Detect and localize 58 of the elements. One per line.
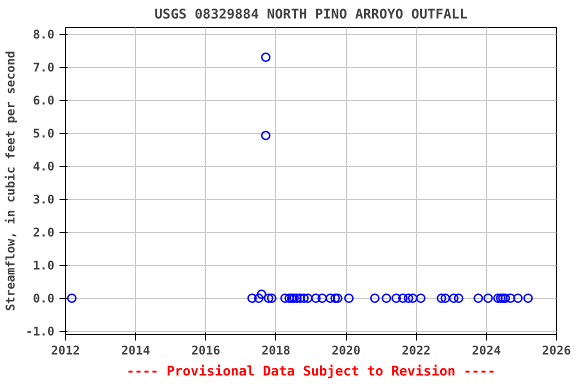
point <box>391 293 401 303</box>
point <box>496 293 506 303</box>
point <box>247 293 257 303</box>
point <box>513 293 523 303</box>
point <box>256 289 266 299</box>
point <box>436 293 446 303</box>
y-tick-label: 5.0 <box>32 126 55 141</box>
point <box>264 293 274 303</box>
y-tick-label: 7.0 <box>32 60 55 75</box>
point <box>454 293 464 303</box>
point <box>483 293 493 303</box>
point <box>440 293 450 303</box>
point <box>266 293 276 303</box>
x-tick-label: 2012 <box>51 344 80 358</box>
y-tick-label: 0.0 <box>32 292 55 306</box>
y-tick-label: 4.0 <box>32 160 55 174</box>
y-tick-label: 1.0 <box>32 258 55 273</box>
point <box>398 293 408 303</box>
point <box>299 293 309 303</box>
point <box>370 293 380 303</box>
point <box>311 293 321 303</box>
point <box>344 293 354 303</box>
point <box>448 293 458 303</box>
text: ---- Provisional Data Subject to Revision ---- <box>126 364 496 380</box>
point <box>280 293 290 303</box>
point <box>330 293 340 303</box>
x-tick-label: 2018 <box>261 344 290 358</box>
x-tick-label: 2022 <box>402 344 431 358</box>
point <box>332 293 342 303</box>
y-tick-label: -1.0 <box>26 324 55 339</box>
x-tick-label: 2024 <box>472 344 501 358</box>
point <box>303 293 313 303</box>
x-tick-label: 2020 <box>332 344 361 358</box>
y-axis-title: Streamflow, in cubic feet per second <box>4 50 18 312</box>
point <box>493 293 503 303</box>
point <box>326 293 336 303</box>
y-tick-label: 3.0 <box>32 192 55 207</box>
point <box>474 293 484 303</box>
point <box>254 293 264 303</box>
point <box>408 293 418 303</box>
point <box>261 130 271 140</box>
point <box>523 293 533 303</box>
x-tick-label: 2014 <box>121 344 150 358</box>
chart-title: USGS 08329884 NORTH PINO ARROYO OUTFALL <box>154 8 468 22</box>
y-tick-label: 8.0 <box>32 28 55 42</box>
point <box>416 293 426 303</box>
point <box>261 52 271 62</box>
point <box>500 293 510 303</box>
point <box>67 293 77 303</box>
point <box>506 293 516 303</box>
y-tick-label: 2.0 <box>32 226 55 240</box>
point <box>382 293 392 303</box>
x-tick-label: 2026 <box>542 344 571 358</box>
x-tick-label: 2016 <box>191 344 220 358</box>
y-tick-label: 6.0 <box>32 94 55 108</box>
point <box>317 293 327 303</box>
point <box>404 293 414 303</box>
point <box>289 293 299 303</box>
